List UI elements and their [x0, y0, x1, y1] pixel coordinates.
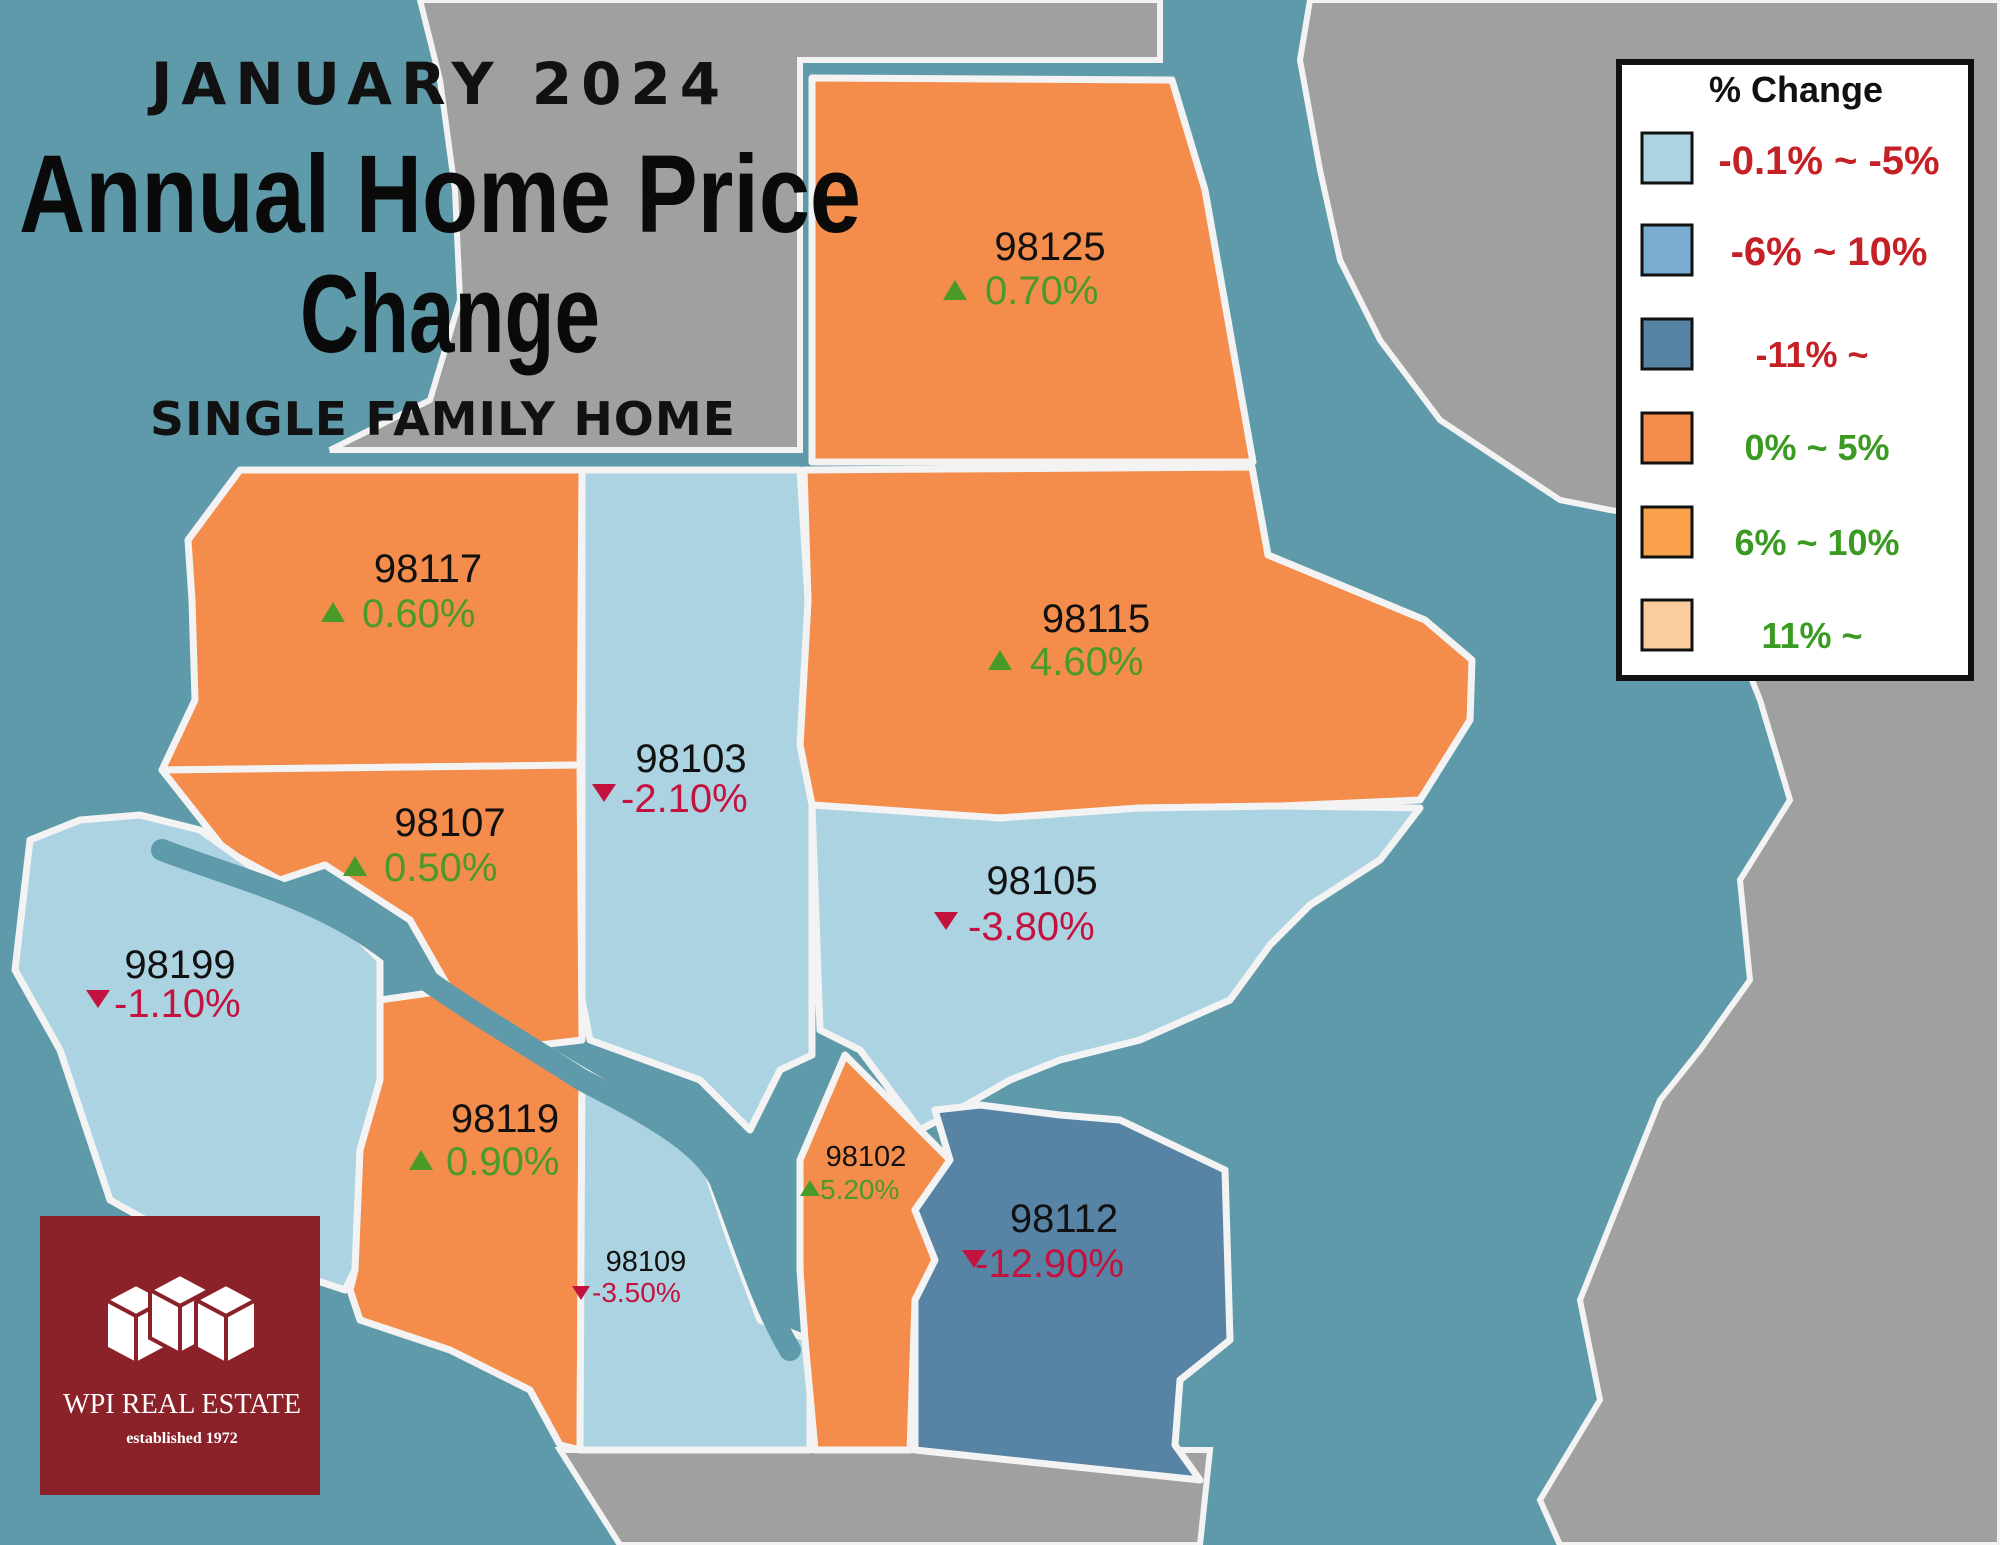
land-north [328, 0, 1163, 453]
legend-swatch-5 [1640, 505, 1694, 559]
zip-change-98105: -3.80% [968, 905, 1095, 949]
legend-swatch-2 [1640, 223, 1694, 277]
legend-label-6: 11% ~ [1761, 615, 1862, 656]
zip-label-98199: 98199 [124, 943, 235, 987]
down-arrow-icon [592, 784, 616, 802]
legend-label-1: -0.1% ~ -5% [1718, 139, 1939, 183]
down-arrow-icon [962, 1250, 986, 1268]
legend-label-3: -11% ~ [1755, 334, 1868, 375]
legend-swatch-6 [1640, 598, 1694, 652]
down-arrow-icon [934, 912, 958, 930]
title-month: JANUARY 2024 [147, 50, 729, 118]
up-arrow-icon [943, 280, 967, 300]
legend-label-4: 0% ~ 5% [1744, 427, 1889, 468]
zip-change-98107: 0.50% [384, 846, 497, 890]
title-main-line2: Change [300, 253, 600, 376]
legend-label-2: -6% ~ 10% [1731, 230, 1928, 274]
zip-change-98125: 0.70% [985, 269, 1098, 313]
zip-change-98115: 4.60% [1030, 640, 1143, 684]
region-98112[interactable] [911, 1101, 1234, 1484]
legend-title: % Change [1709, 69, 1883, 110]
logo-cubes-icon [101, 1271, 261, 1368]
zip-change-98103: -2.10% [621, 777, 748, 821]
legend-swatch-3 [1640, 317, 1694, 371]
region-98125[interactable] [808, 74, 1257, 466]
zip-label-98115: 98115 [1042, 597, 1150, 641]
zip-change-98102: 5.20% [820, 1174, 899, 1205]
down-arrow-icon [86, 990, 110, 1008]
up-arrow-icon [800, 1180, 820, 1196]
zip-change-98112: -12.90% [975, 1242, 1124, 1286]
zip-change-98119: 0.90% [446, 1140, 559, 1184]
logo-name: WPI REAL ESTATE [63, 1389, 301, 1420]
zip-label-98109: 98109 [606, 1246, 687, 1278]
legend-swatch-4 [1640, 411, 1694, 465]
zip-label-98112: 98112 [1010, 1197, 1118, 1241]
zip-label-98107: 98107 [394, 801, 505, 845]
region-98105[interactable] [808, 801, 1424, 1134]
up-arrow-icon [343, 856, 367, 876]
logo-tagline: established 1972 [126, 1430, 238, 1447]
zip-label-98125: 98125 [994, 225, 1105, 269]
title-subtitle: SINGLE FAMILY HOME [150, 392, 736, 446]
down-arrow-icon [572, 1286, 590, 1300]
up-arrow-icon [321, 602, 345, 622]
legend-label-5: 6% ~ 10% [1734, 522, 1899, 563]
up-arrow-icon [988, 650, 1012, 670]
legend-swatch-1 [1640, 131, 1694, 185]
zip-change-98199: -1.10% [114, 982, 241, 1026]
zip-label-98117: 98117 [374, 547, 482, 591]
title-block: JANUARY 2024 Annual Home Price Change SI… [19, 50, 861, 446]
zip-labels: 98125 0.70% 98117 0.60% 98115 4.60% 9810… [86, 225, 1150, 1308]
zip-change-98109: -3.50% [592, 1277, 681, 1308]
wpi-logo: WPI REAL ESTATE established 1972 [40, 1216, 320, 1495]
ship-canal [151, 839, 801, 1361]
zip-regions [11, 74, 1476, 1484]
legend: % Change -0.1% ~ -5% -6% ~ 10% -11% ~ 0%… [1616, 59, 1974, 681]
zip-label-98103: 98103 [635, 737, 746, 781]
zip-change-98117: 0.60% [362, 592, 475, 636]
zip-label-98102: 98102 [826, 1141, 907, 1173]
up-arrow-icon [409, 1150, 433, 1170]
title-main-line1: Annual Home Price [19, 133, 861, 256]
region-98103[interactable] [578, 466, 816, 1134]
zip-label-98105: 98105 [986, 859, 1097, 903]
zip-label-98119: 98119 [451, 1097, 559, 1141]
